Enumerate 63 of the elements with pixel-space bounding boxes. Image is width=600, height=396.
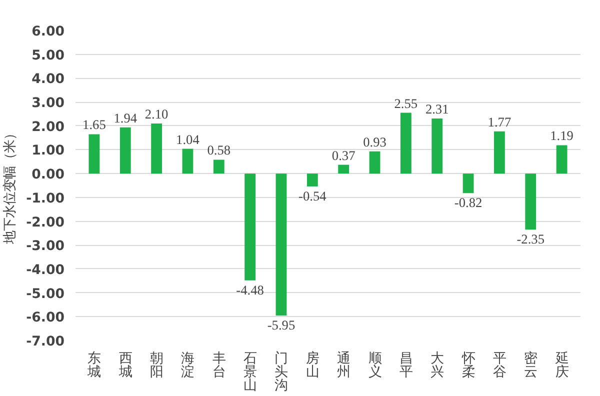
data-label: -0.82	[454, 195, 482, 210]
bar	[556, 145, 568, 174]
x-tick-label: 大兴	[430, 352, 444, 380]
x-tick-label: 门头沟	[274, 350, 288, 394]
y-tick-label: -4.00	[26, 262, 65, 278]
data-label: 2.10	[144, 106, 169, 122]
y-tick-label: -2.00	[26, 215, 65, 230]
data-label: 1.65	[82, 117, 106, 132]
y-tick-label: 0.00	[32, 168, 65, 183]
bar	[120, 127, 131, 174]
y-tick-label: 1.00	[32, 144, 65, 159]
y-tick-label: -7.00	[26, 334, 65, 350]
data-label: 2.55	[394, 96, 418, 111]
x-tick-label: 延庆	[554, 352, 568, 380]
data-label: 1.19	[550, 128, 574, 144]
y-tick-label: 2.00	[32, 120, 65, 135]
data-label: -0.54	[298, 188, 327, 204]
bar	[244, 174, 256, 280]
x-tick-label: 石景山	[244, 352, 257, 394]
x-tick-label: 怀柔	[460, 352, 475, 380]
data-label: 1.77	[488, 114, 512, 130]
bar	[494, 131, 505, 174]
bar	[151, 124, 162, 174]
data-label: -2.35	[516, 232, 545, 247]
data-label: 1.94	[114, 110, 138, 126]
data-label: -4.48	[236, 282, 264, 298]
x-tick-label: 房山	[306, 350, 319, 380]
x-tick-label: 平谷	[492, 352, 506, 380]
x-tick-label: 海淀	[181, 352, 194, 380]
data-label: 2.31	[425, 101, 449, 116]
bar	[213, 160, 224, 174]
data-label: 0.37	[332, 148, 356, 163]
bar	[306, 174, 318, 186]
x-tick-label: 通州	[337, 352, 350, 380]
data-label: 1.04	[176, 132, 200, 147]
y-axis-title: 地下水位变幅（米）	[3, 127, 18, 245]
y-tick-label: 3.00	[32, 96, 65, 112]
data-label: 0.58	[207, 142, 231, 158]
y-tick-label: 5.00	[32, 48, 65, 64]
y-tick-label: 4.00	[32, 72, 65, 88]
x-tick-label: 西城	[118, 352, 132, 380]
data-label: 0.93	[363, 134, 387, 150]
bar	[432, 118, 443, 174]
y-tick-label: 6.00	[32, 24, 65, 40]
x-tick-label: 昌平	[399, 352, 412, 380]
bar	[525, 174, 536, 230]
x-tick-label: 密云	[524, 352, 538, 380]
y-tick-label: -1.00	[26, 191, 65, 206]
y-tick-label: -6.00	[26, 310, 65, 326]
bar	[400, 112, 412, 174]
bar	[88, 134, 100, 174]
data-label: -5.95	[267, 317, 296, 332]
bar	[462, 174, 474, 194]
x-tick-label: 丰台	[212, 352, 226, 380]
x-tick-label: 顺义	[368, 352, 382, 380]
bar	[369, 151, 380, 174]
y-tick-label: -3.00	[26, 239, 65, 254]
y-tick-label: -5.00	[26, 286, 65, 302]
x-tick-label: 朝阳	[150, 352, 164, 380]
bar	[276, 174, 287, 316]
x-tick-label: 东城	[86, 352, 101, 380]
bar	[182, 148, 194, 174]
bar	[338, 164, 350, 174]
